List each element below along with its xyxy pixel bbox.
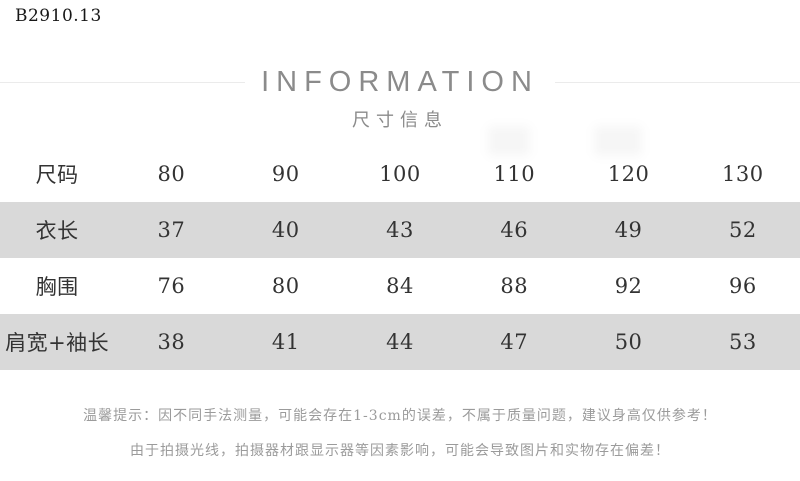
table-cell: 44 xyxy=(386,330,414,354)
table-cell: 43 xyxy=(386,218,414,242)
table-cell: 47 xyxy=(500,330,529,354)
table-cell: 53 xyxy=(728,330,757,354)
table-cell: 38 xyxy=(157,330,186,354)
table-cell: 76 xyxy=(157,274,186,298)
table-cell: 46 xyxy=(500,218,529,242)
table-cell: 52 xyxy=(728,218,757,242)
section-header: INFORMATION 尺寸信息 xyxy=(0,66,800,132)
section-subtitle: 尺寸信息 xyxy=(352,110,448,130)
row-label: 胸围 xyxy=(35,275,79,299)
table-header-row: 尺码 80 90 100 110 120 130 xyxy=(0,146,800,202)
table-cell: 41 xyxy=(271,330,300,354)
column-header-130: 130 xyxy=(722,162,764,186)
table-cell: 40 xyxy=(271,218,300,242)
notice-line-1: 温馨提示：因不同手法测量，可能会存在1-3cm的误差，不属于质量问题，建议身高仅… xyxy=(83,408,717,424)
table-row-shoulder-sleeve: 肩宽+袖长 38 41 44 47 50 53 xyxy=(0,314,800,370)
row-label: 衣长 xyxy=(35,219,79,243)
table-row-chest: 胸围 76 80 84 88 92 96 xyxy=(0,258,800,314)
divider-line-right xyxy=(554,82,800,83)
column-header-110: 110 xyxy=(493,162,536,186)
notice-text: 温馨提示：因不同手法测量，可能会存在1-3cm的误差，不属于质量问题，建议身高仅… xyxy=(0,399,800,469)
table-cell: 84 xyxy=(386,274,414,298)
row-label: 肩宽+袖长 xyxy=(5,331,110,355)
notice-line-2: 由于拍摄光线，拍摄器材跟显示器等因素影响，可能会导致图片和实物存在偏差！ xyxy=(130,443,670,459)
column-header-90: 90 xyxy=(271,162,300,186)
divider-line-left xyxy=(0,82,246,83)
table-cell: 50 xyxy=(614,330,643,354)
column-header-size: 尺码 xyxy=(35,163,79,187)
section-title: INFORMATION xyxy=(261,66,539,98)
size-table: 尺码 80 90 100 110 120 130 衣长 37 40 43 46 … xyxy=(0,146,800,370)
table-cell: 96 xyxy=(728,274,757,298)
column-header-100: 100 xyxy=(379,162,421,186)
column-header-80: 80 xyxy=(157,162,186,186)
column-header-120: 120 xyxy=(607,162,650,186)
table-cell: 49 xyxy=(614,218,643,242)
table-cell: 37 xyxy=(157,218,186,242)
product-code: B2910.13 xyxy=(15,6,102,26)
table-row-clothing-length: 衣长 37 40 43 46 49 52 xyxy=(0,202,800,258)
table-cell: 92 xyxy=(614,274,643,298)
table-cell: 88 xyxy=(500,274,529,298)
table-cell: 80 xyxy=(271,274,300,298)
